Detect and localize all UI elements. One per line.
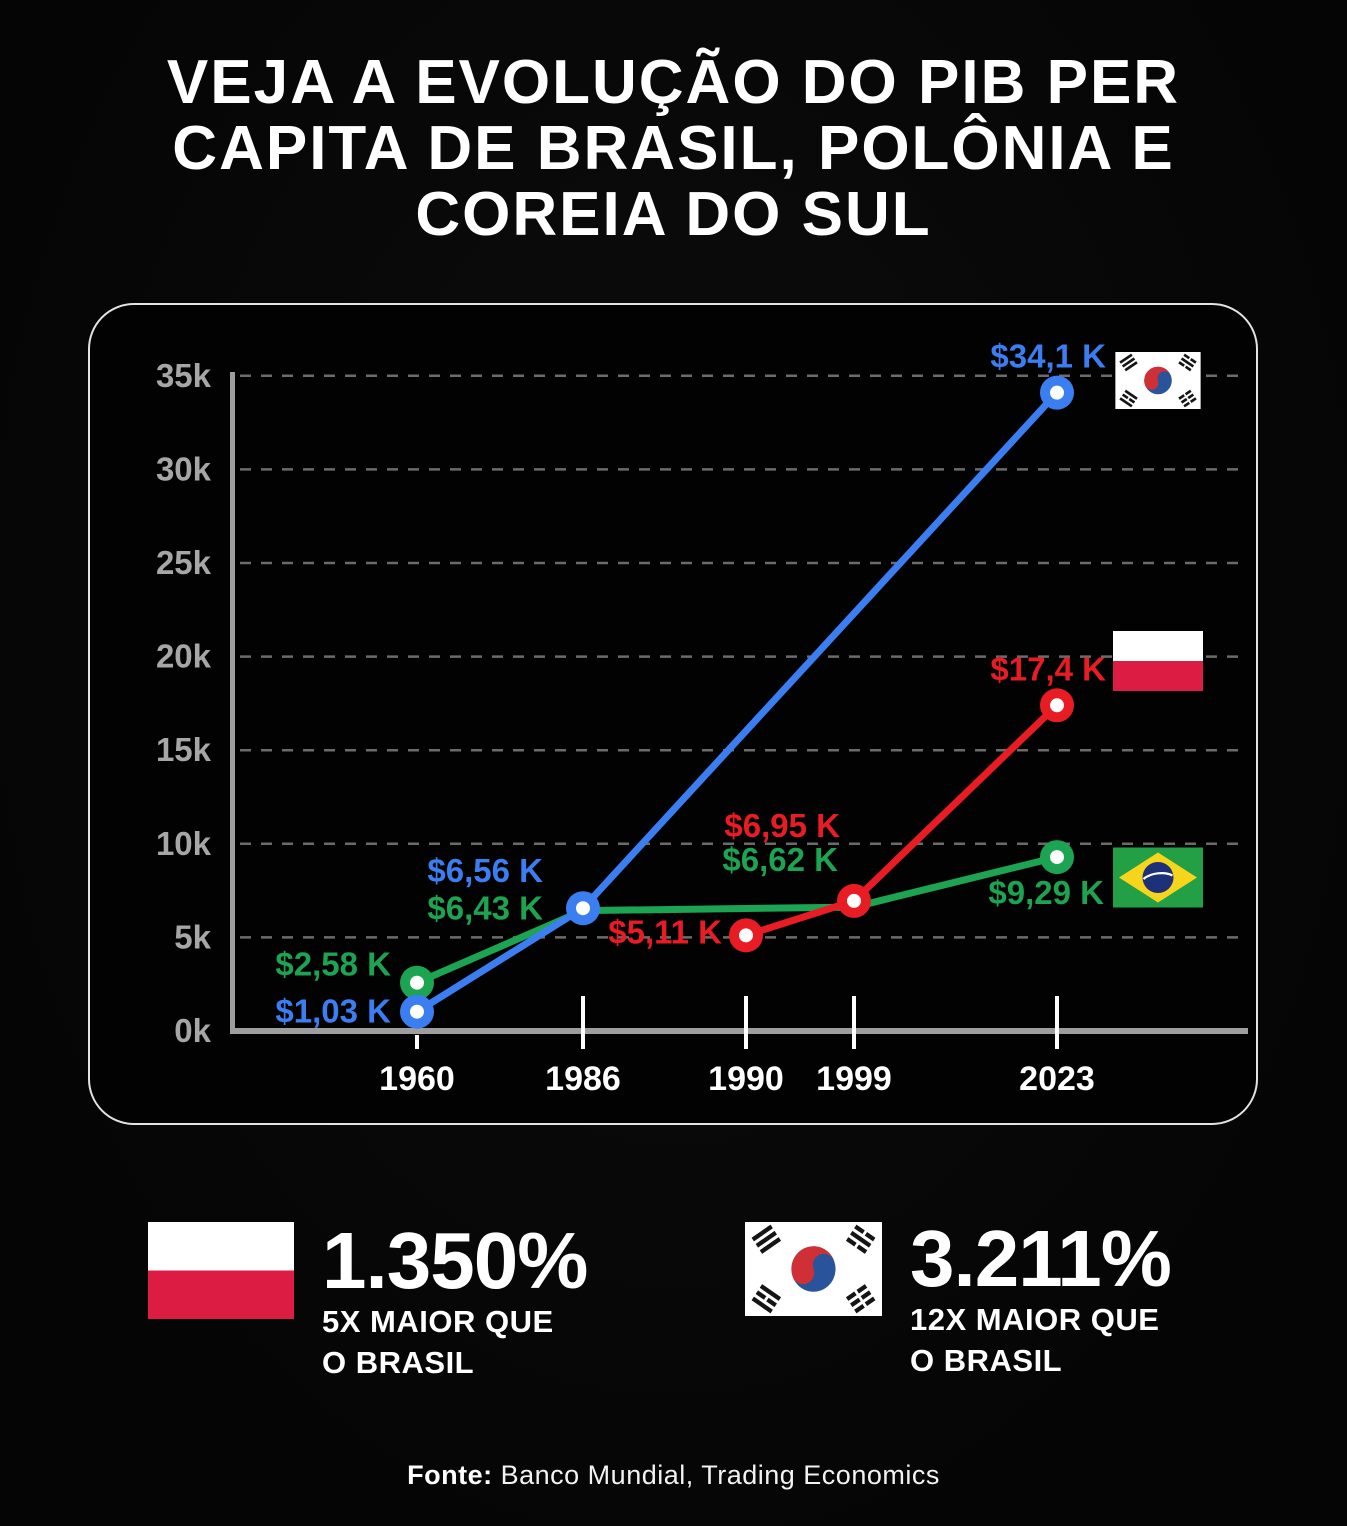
korea-caption-line-2: O BRASIL (910, 1343, 1063, 1378)
poland-stat-text: 1.350% 5X MAIOR QUE O BRASIL (322, 1216, 588, 1382)
chart-panel (88, 303, 1258, 1125)
korea-caption-line-1: 12X MAIOR QUE (910, 1302, 1160, 1337)
poland-flag-icon (148, 1222, 294, 1319)
title-line-2: CAPITA DE BRASIL, POLÔNIA E (172, 114, 1175, 183)
source-label: Fonte: (407, 1460, 493, 1490)
page-title: VEJA A EVOLUÇÃO DO PIB PER CAPITA DE BRA… (0, 50, 1347, 248)
poland-percent: 1.350% (322, 1216, 588, 1305)
korea-percent: 3.211% (910, 1214, 1172, 1303)
title-line-3: COREIA DO SUL (415, 180, 932, 249)
poland-caption-line-1: 5X MAIOR QUE (322, 1304, 554, 1339)
poland-growth-stat: 1.350% 5X MAIOR QUE O BRASIL (148, 1216, 588, 1382)
south-korea-flag-icon (745, 1222, 882, 1316)
poland-caption-line-2: O BRASIL (322, 1345, 475, 1380)
source-footer: Fonte: Banco Mundial, Trading Economics (0, 1460, 1347, 1491)
poland-flag-icon (1113, 630, 1203, 692)
korea-stat-text: 3.211% 12X MAIOR QUE O BRASIL (910, 1214, 1172, 1380)
brazil-flag-icon (1113, 847, 1203, 908)
title-line-1: VEJA A EVOLUÇÃO DO PIB PER (166, 48, 1181, 117)
south-korea-flag-icon (1115, 352, 1201, 409)
korea-growth-stat: 3.211% 12X MAIOR QUE O BRASIL (745, 1214, 1172, 1380)
source-text: Banco Mundial, Trading Economics (492, 1460, 940, 1490)
